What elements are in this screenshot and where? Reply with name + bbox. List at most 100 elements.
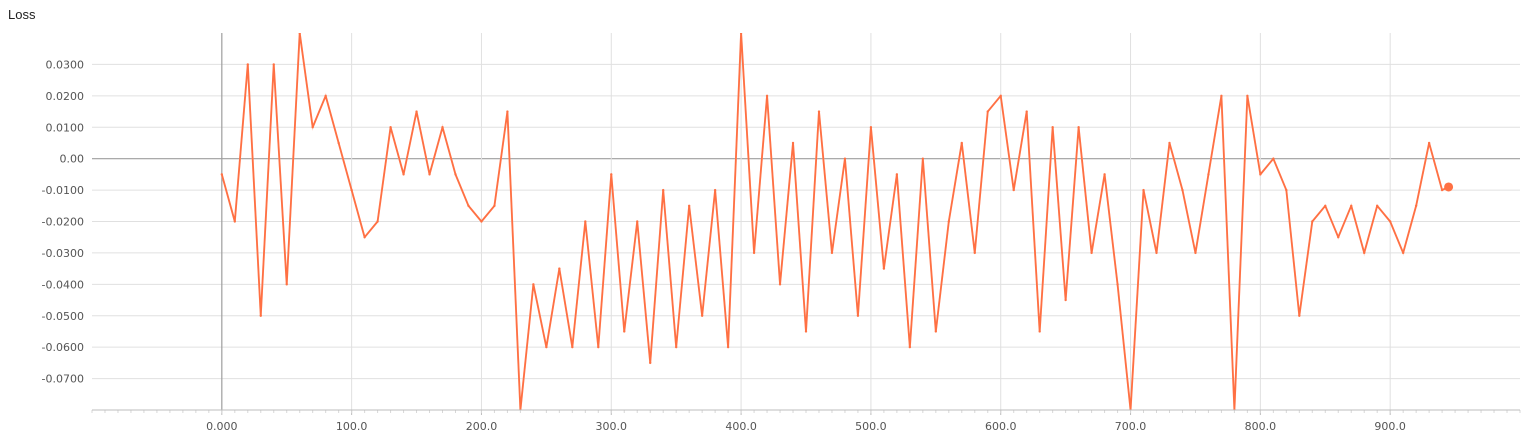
data-point [934, 330, 938, 333]
y-tick-label: -0.0600 [42, 341, 84, 354]
data-point [856, 314, 860, 317]
axes: 0.0300 0.0200 0.0100 0.00 -0.0100 -0.0200 -0.0… [42, 58, 1521, 433]
data-point [532, 283, 535, 286]
data-point [1259, 173, 1262, 176]
x-tick-label: 200.0 [466, 420, 498, 433]
y-tick-label: 0.0100 [46, 121, 85, 134]
data-point [739, 33, 743, 35]
last-point-marker [1444, 182, 1454, 192]
data-point [1181, 188, 1184, 192]
data-point [285, 283, 288, 286]
data-point [973, 251, 976, 255]
smoothed-series [220, 33, 1454, 410]
data-point [311, 126, 314, 129]
data-point [389, 126, 392, 129]
x-tick-label: 100.0 [336, 420, 368, 433]
y-tick-label: 0.0200 [46, 90, 85, 103]
data-point [597, 345, 600, 349]
data-point [584, 220, 587, 223]
data-point [843, 157, 847, 160]
data-point [908, 345, 912, 349]
data-point [1064, 298, 1067, 302]
smoothed-series-line [220, 33, 1449, 410]
data-point [415, 110, 418, 113]
y-tick-label: -0.0500 [42, 310, 84, 323]
data-point [402, 173, 405, 176]
data-point [636, 220, 639, 223]
y-tick-label: -0.0200 [42, 216, 84, 229]
data-point [1077, 126, 1080, 129]
data-point [298, 33, 301, 35]
data-point [674, 345, 678, 349]
data-point [700, 314, 704, 317]
data-point [817, 110, 821, 113]
data-point [1194, 251, 1197, 255]
data-point [350, 188, 353, 192]
data-point [869, 126, 873, 129]
data-point [1388, 220, 1392, 223]
data-point [830, 251, 834, 255]
data-point [454, 173, 457, 176]
x-tick-label: 300.0 [596, 420, 628, 433]
data-point [610, 173, 613, 176]
y-tick-label: -0.0400 [42, 278, 84, 291]
data-point [1376, 204, 1379, 207]
data-point [882, 267, 886, 270]
data-point [662, 188, 665, 192]
data-point [1311, 220, 1314, 223]
data-point [1272, 157, 1275, 160]
data-point [480, 220, 483, 223]
data-point [545, 345, 548, 349]
data-point [246, 63, 249, 66]
data-point [1051, 126, 1054, 129]
grid-lines [92, 33, 1520, 410]
data-point [1350, 204, 1353, 207]
data-point [947, 220, 950, 223]
y-tick-label: -0.0100 [42, 184, 84, 197]
data-point [999, 94, 1002, 98]
data-point [558, 267, 561, 270]
data-point [778, 283, 782, 286]
data-point [272, 63, 275, 66]
data-point [1090, 251, 1093, 255]
data-point [1440, 188, 1444, 192]
data-point [1324, 204, 1327, 207]
data-point [428, 173, 431, 176]
data-point [363, 236, 366, 239]
data-point [1142, 188, 1145, 192]
data-point [467, 204, 470, 207]
data-point [986, 110, 989, 113]
data-point [1220, 94, 1223, 98]
data-point [1363, 251, 1366, 255]
data-point [1298, 314, 1301, 317]
data-point [921, 157, 925, 160]
data-point [1116, 283, 1119, 286]
data-point [1246, 94, 1249, 98]
data-point [337, 141, 340, 145]
x-tick-label: 600.0 [985, 420, 1017, 433]
data-point [765, 94, 769, 98]
y-tick-label: -0.0700 [42, 373, 84, 386]
data-point [1038, 330, 1041, 333]
y-tick-label: -0.0300 [42, 247, 84, 260]
data-point [1168, 141, 1171, 145]
data-point [1414, 204, 1418, 207]
data-point [804, 330, 808, 333]
data-point [960, 141, 963, 145]
y-tick-label: 0.00 [60, 153, 85, 166]
x-tick-label: 500.0 [855, 420, 887, 433]
x-tick-label: 0.000 [206, 420, 238, 433]
data-point [220, 173, 224, 176]
data-point [1401, 251, 1405, 255]
data-point [726, 345, 730, 349]
data-point [233, 220, 236, 223]
data-point [752, 251, 756, 255]
data-point [441, 126, 444, 129]
y-tick-label: 0.0300 [46, 58, 85, 71]
data-point [493, 204, 496, 207]
x-tick-label: 900.0 [1374, 420, 1406, 433]
x-tick-label: 800.0 [1245, 420, 1277, 433]
data-point [1103, 173, 1106, 176]
data-point [571, 345, 574, 349]
